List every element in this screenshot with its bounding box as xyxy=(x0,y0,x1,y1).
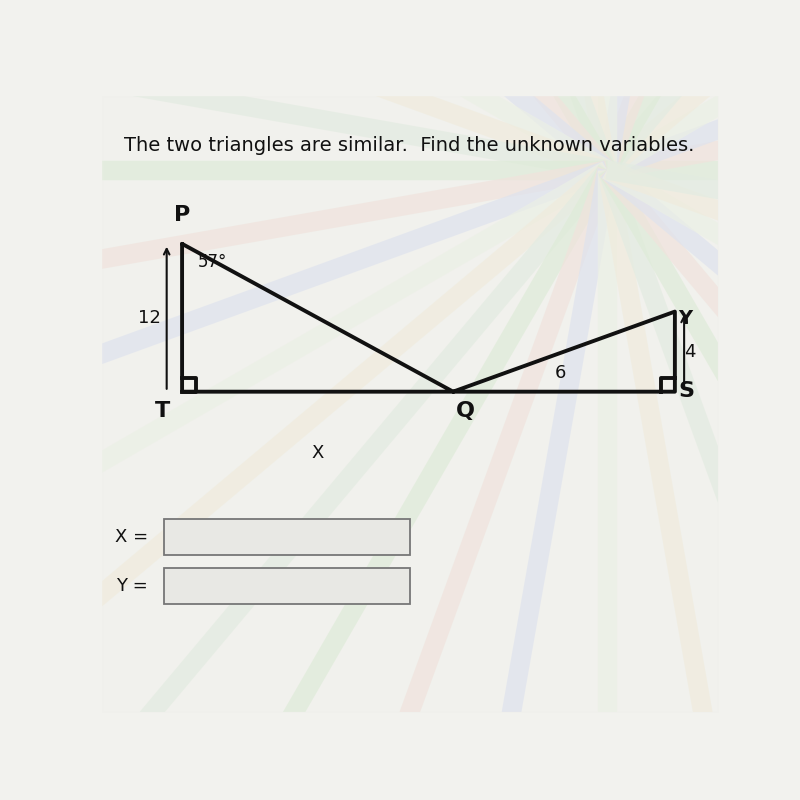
Text: 12: 12 xyxy=(138,309,161,326)
Text: S: S xyxy=(678,381,694,401)
Text: Y =: Y = xyxy=(117,578,148,595)
Text: X =: X = xyxy=(115,528,148,546)
Bar xyxy=(163,569,410,604)
Text: The two triangles are similar.  Find the unknown variables.: The two triangles are similar. Find the … xyxy=(123,136,694,155)
Text: X: X xyxy=(311,444,324,462)
Text: 6: 6 xyxy=(554,364,566,382)
Text: 57°: 57° xyxy=(198,253,227,271)
Text: Y: Y xyxy=(678,309,692,327)
Text: P: P xyxy=(174,206,190,226)
Text: T: T xyxy=(154,401,170,421)
Bar xyxy=(163,519,410,555)
Text: Q: Q xyxy=(456,401,475,421)
Text: 4: 4 xyxy=(684,342,696,361)
